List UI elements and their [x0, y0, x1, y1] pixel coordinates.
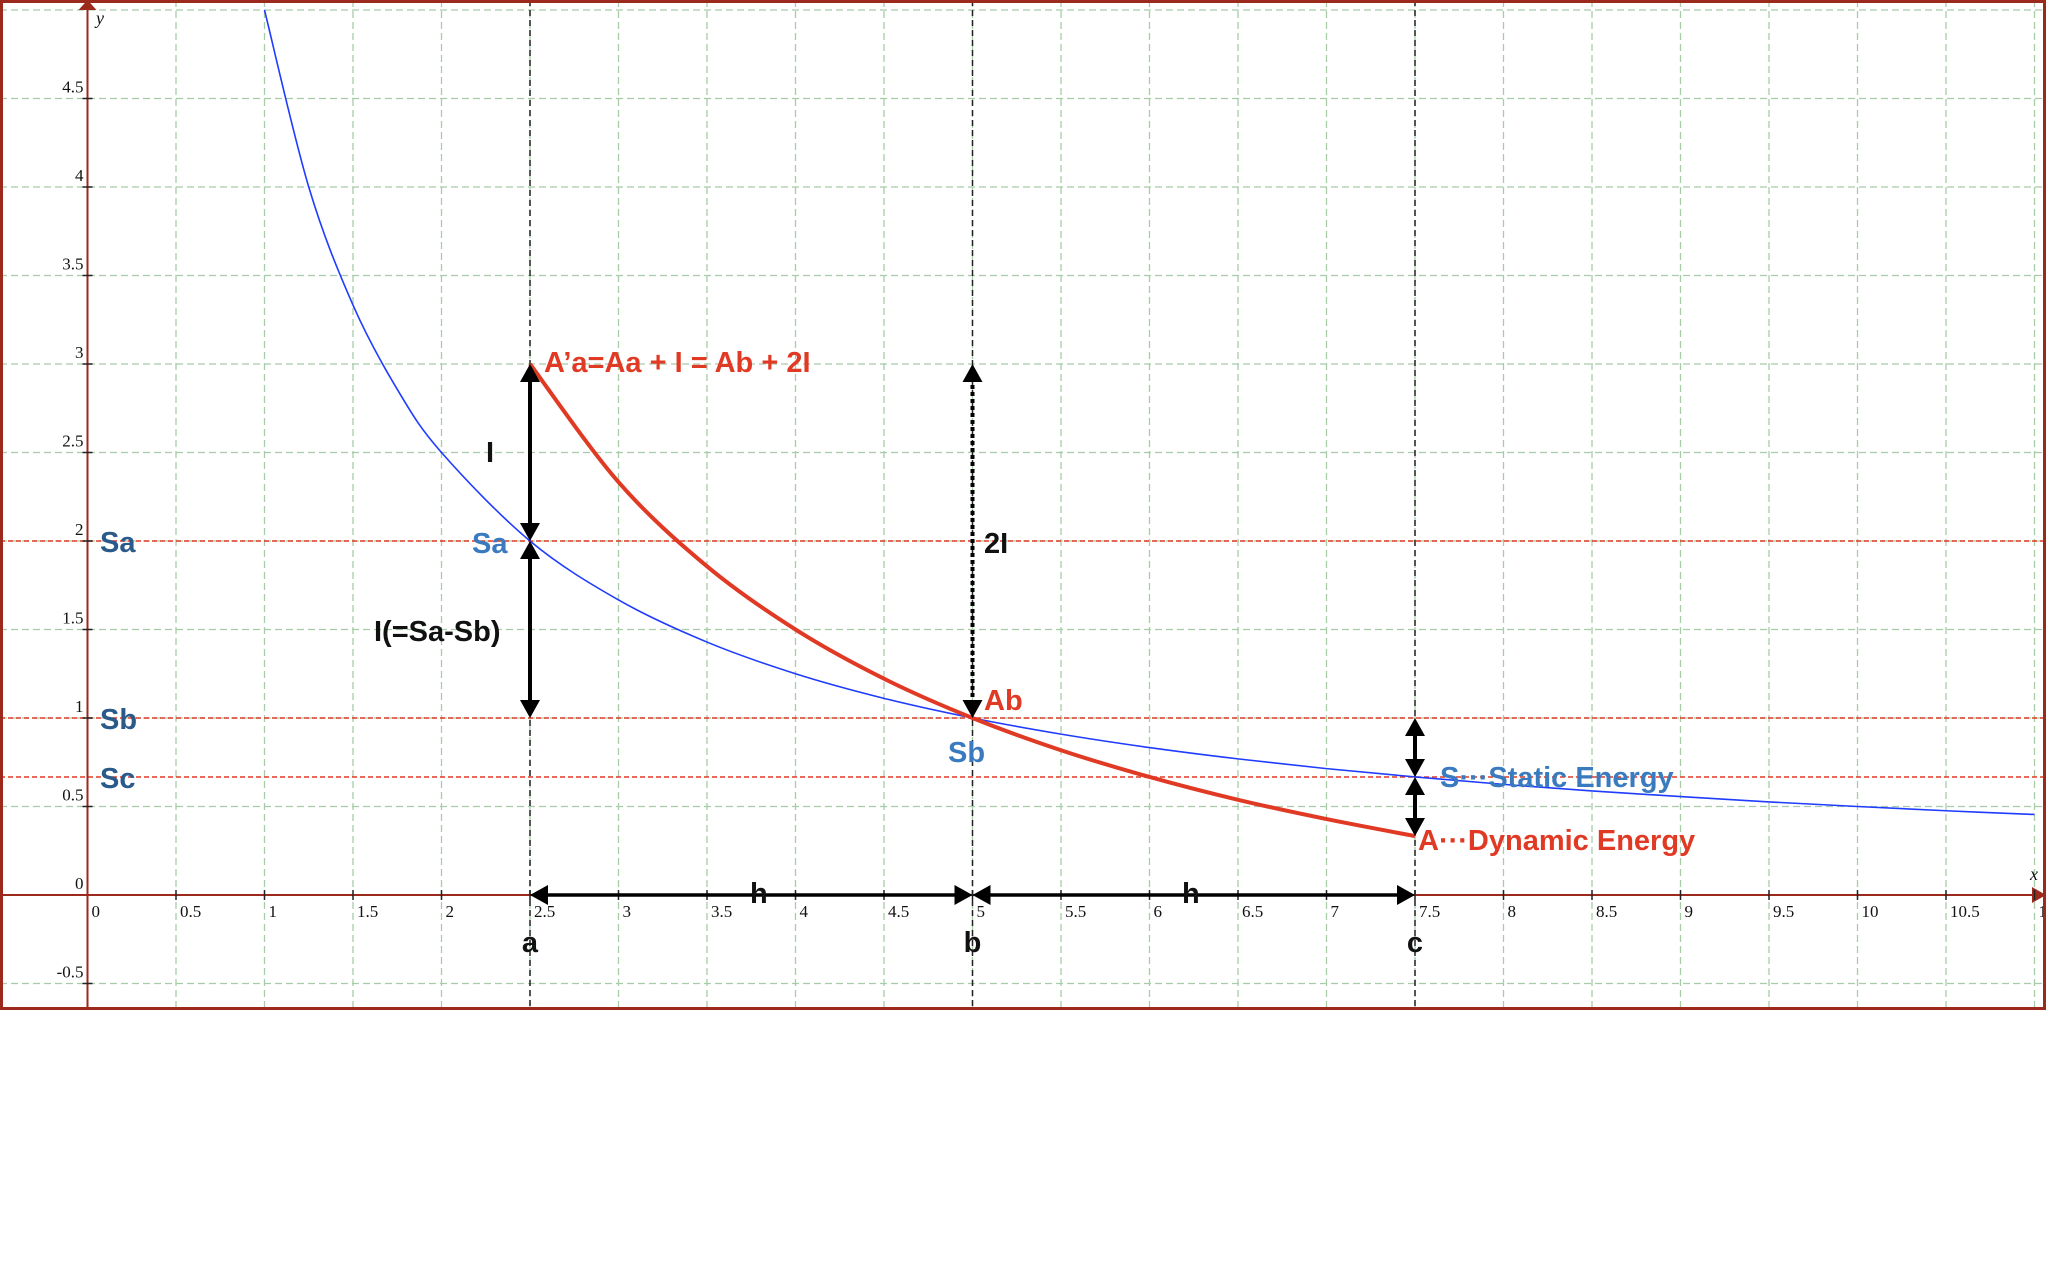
- y-tick-label: 0.5: [62, 786, 83, 805]
- x-tick-label: 9.5: [1773, 902, 1794, 921]
- x-tick-label: 8.5: [1596, 902, 1617, 921]
- horizontal-marker-label: Sa: [100, 527, 136, 559]
- x-tick-label: 3.5: [711, 902, 732, 921]
- arrowhead: [1405, 718, 1425, 736]
- y-tick-label: 2.5: [62, 432, 83, 451]
- y-axis-arrow: [78, 0, 97, 10]
- labels: x y A’a=Aa + I = Ab + 2I I I(=Sa-Sb) 2I …: [94, 8, 2038, 910]
- x-tick-label: 6: [1154, 902, 1163, 921]
- legend-static: S···Static Energy: [1440, 762, 1674, 794]
- markers: a b c Sa Sb Sc: [0, 0, 2046, 1010]
- annotation-h1: h: [750, 878, 768, 910]
- x-tick-label: 2.5: [534, 902, 555, 921]
- legend-dynamic: A···Dynamic Energy: [1418, 825, 1695, 857]
- x-tick-label: 10: [1862, 902, 1879, 921]
- annotation-h2: h: [1182, 878, 1200, 910]
- x-tick-label: 7: [1331, 902, 1340, 921]
- arrowhead: [962, 700, 983, 718]
- series-dynamic-energy-line: [528, 362, 1416, 839]
- arrowhead: [530, 885, 548, 905]
- vertical-marker-label: c: [1407, 927, 1423, 959]
- arrowhead: [1405, 776, 1425, 795]
- arrowhead: [1405, 818, 1425, 837]
- x-tick-label: 1.5: [357, 902, 378, 921]
- x-axis-label: x: [2029, 864, 2038, 884]
- horizontal-marker-label: Sc: [100, 763, 135, 795]
- y-tick-label: 1.5: [62, 609, 83, 628]
- y-tick-label: 0: [75, 874, 84, 893]
- vertical-marker-label: a: [522, 927, 539, 959]
- horizontal-marker-label: Sb: [100, 704, 137, 736]
- x-tick-label: 7.5: [1419, 902, 1440, 921]
- x-tick-label: 10.5: [1950, 902, 1980, 921]
- y-tick-label: 1: [75, 697, 84, 716]
- arrowhead: [520, 700, 540, 718]
- y-tick-label: 2: [75, 520, 84, 539]
- x-tick-label: 1: [269, 902, 278, 921]
- x-tick-label: 2: [446, 902, 455, 921]
- annotation-sb-point: Sb: [948, 737, 985, 769]
- annotation-sa-point: Sa: [472, 528, 508, 560]
- arrowhead: [520, 364, 540, 382]
- x-tick-label: 5: [977, 902, 986, 921]
- y-tick-label: 3: [75, 343, 84, 362]
- series-static-energy-line: [263, 9, 2035, 816]
- x-tick-label: 9: [1685, 902, 1694, 921]
- annotation-aprime: A’a=Aa + I = Ab + 2I: [544, 347, 811, 379]
- x-tick-label: 8: [1508, 902, 1517, 921]
- arrows: [520, 364, 1425, 905]
- axes: 0 0.5 1 1.5 2 2.5 3 3.5 4 4.5 5 5.5 6 6.5 7 7.5 8 8.5 9 9.5…: [0, 0, 2048, 1010]
- arrowhead: [1405, 758, 1425, 777]
- y-axis-label: y: [94, 8, 104, 28]
- y-tick-label: -0.5: [57, 963, 84, 982]
- arrowhead: [972, 885, 991, 905]
- y-tick-label: 3.5: [62, 255, 83, 274]
- x-tick-label: 6.5: [1242, 902, 1263, 921]
- arrowhead: [954, 885, 973, 905]
- arrowhead: [520, 541, 540, 559]
- plot-border: [0, 0, 2046, 1010]
- arrowhead: [1397, 885, 1415, 905]
- x-tick-label: 3: [623, 902, 632, 921]
- x-axis-arrow: [2032, 887, 2046, 903]
- y-tick-label: 4: [75, 166, 84, 185]
- x-tick-label: 4.5: [888, 902, 909, 921]
- vertical-marker-label: b: [964, 927, 982, 959]
- x-tick-label: 0.5: [180, 902, 201, 921]
- x-tick-label: 0: [92, 902, 101, 921]
- annotation-i-upper: I: [486, 437, 494, 469]
- arrowhead: [520, 523, 540, 541]
- x-tick-label: 4: [800, 902, 809, 921]
- arrowhead: [962, 364, 983, 382]
- annotation-two-i: 2I: [984, 528, 1008, 560]
- x-tick-label: 5.5: [1065, 902, 1086, 921]
- annotation-ab-point: Ab: [984, 685, 1023, 717]
- series: [263, 9, 2035, 839]
- grid: [0, 0, 2046, 1010]
- y-tick-label: 4.5: [62, 78, 83, 97]
- annotation-i-lower: I(=Sa-Sb): [374, 616, 501, 648]
